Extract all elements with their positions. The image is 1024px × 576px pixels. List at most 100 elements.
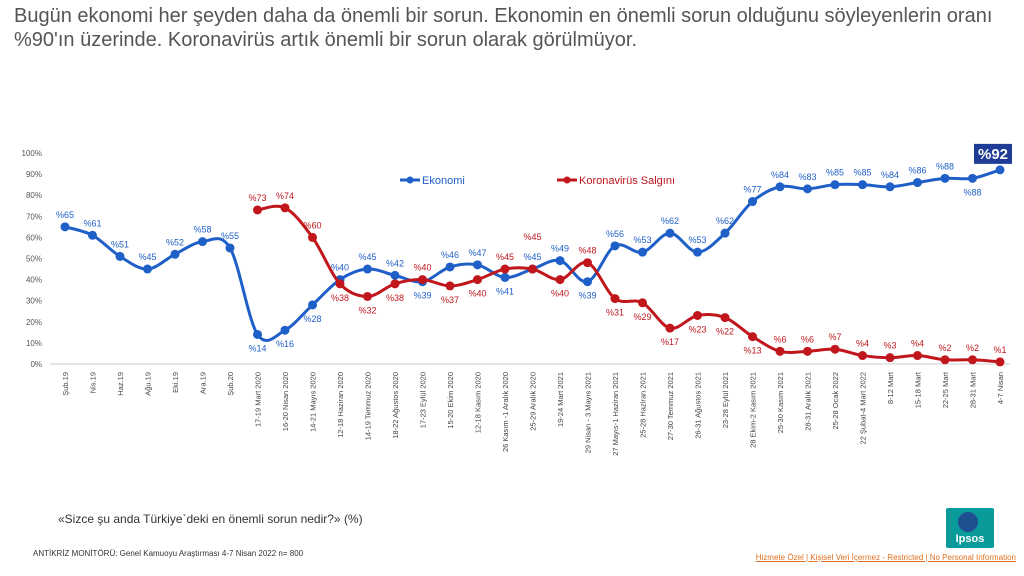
data-label: %45 xyxy=(523,232,541,242)
data-label: %6 xyxy=(801,334,814,344)
data-point xyxy=(693,247,702,257)
x-tick-label: Ağu.19 xyxy=(144,372,153,396)
data-label: %45 xyxy=(138,252,156,262)
data-point xyxy=(473,260,482,270)
y-tick-label: 80% xyxy=(26,191,42,200)
data-point xyxy=(308,300,317,310)
data-point xyxy=(363,264,372,274)
x-tick-label: 18-22 Ağustos 2020 xyxy=(391,372,400,439)
data-point xyxy=(913,351,922,361)
data-point xyxy=(335,279,345,289)
data-label: %7 xyxy=(828,332,841,342)
x-tick-label: 28 Ekim-2 Kasım 2021 xyxy=(749,372,758,448)
data-label: %40 xyxy=(413,263,431,273)
legend-label: Koronavirüs Salgını xyxy=(579,175,675,187)
data-label: %73 xyxy=(248,193,266,203)
data-label: %4 xyxy=(856,339,869,349)
data-label: %31 xyxy=(606,308,624,318)
data-label: %40 xyxy=(468,289,486,299)
y-tick-label: 50% xyxy=(26,255,42,264)
data-point xyxy=(748,332,757,342)
data-label: %1 xyxy=(993,345,1006,355)
survey-question: «Sizce şu anda Türkiye`deki en önemli so… xyxy=(58,512,363,526)
data-point xyxy=(830,180,840,190)
x-tick-label: 4-7 Nisan xyxy=(996,372,1005,404)
x-tick-label: 14-21 Mayıs 2020 xyxy=(309,372,318,432)
data-label: %88 xyxy=(963,187,981,197)
data-point xyxy=(803,346,812,356)
data-point xyxy=(583,258,592,268)
data-point xyxy=(803,184,812,194)
data-point xyxy=(308,232,317,242)
data-point xyxy=(198,237,207,247)
data-point xyxy=(720,228,730,238)
data-label: %49 xyxy=(551,244,569,254)
data-label: %39 xyxy=(578,291,596,301)
classification-link[interactable]: Hizmete Özel | Kişisel Veri İçermez - Re… xyxy=(755,553,1016,562)
data-point xyxy=(143,264,152,274)
source-note: ANTİKRİZ MONİTÖRÜ: Genel Kamuoyu Araştır… xyxy=(33,549,304,558)
x-tick-label: 28-31 Aralık 2021 xyxy=(804,372,813,431)
x-tick-label: 17-23 Eylül 2020 xyxy=(419,372,428,428)
x-tick-label: 29 Nisan - 3 Mayıs 2021 xyxy=(584,372,593,453)
x-tick-label: 19-24 Mart 2021 xyxy=(556,372,565,427)
x-tick-label: 25-28 Ocak 2022 xyxy=(831,372,840,430)
data-label: %84 xyxy=(881,170,899,180)
data-point xyxy=(363,291,372,301)
y-tick-label: 30% xyxy=(26,297,42,306)
x-tick-label: 26 Kasım -1 Aralık 2020 xyxy=(501,372,510,452)
data-label: %46 xyxy=(441,250,459,260)
data-label: %83 xyxy=(798,172,816,182)
ipsos-logo: Ipsos xyxy=(946,508,994,548)
data-label: %41 xyxy=(496,286,514,296)
data-label: %47 xyxy=(468,248,486,258)
data-label: %39 xyxy=(413,291,431,301)
legend-label: Ekonomi xyxy=(422,175,465,187)
data-point xyxy=(995,357,1005,367)
data-label: %40 xyxy=(551,289,569,299)
data-label: %60 xyxy=(303,220,321,230)
data-label: %88 xyxy=(936,161,954,171)
data-label: %61 xyxy=(83,218,101,228)
x-tick-label: 15-18 Mart xyxy=(914,371,923,408)
data-point xyxy=(693,310,702,320)
x-tick-label: 14-19 Temmuz 2020 xyxy=(364,372,373,440)
data-label: %40 xyxy=(331,263,349,273)
x-tick-label: 28-31 Mart xyxy=(969,371,978,408)
data-label: %4 xyxy=(911,339,924,349)
x-tick-label: Şub.20 xyxy=(226,372,235,396)
x-tick-label: 22-25 Mart xyxy=(941,371,950,408)
data-label: %62 xyxy=(716,216,734,226)
legend-marker xyxy=(563,176,571,184)
data-point xyxy=(830,344,840,354)
x-tick-label: 25-30 Kasım 2021 xyxy=(776,372,785,433)
line-chart: 0% 10% 20% 30% 40% 50% 60% 70% 80% 90% 100% Şub.19 N… xyxy=(22,143,1012,456)
data-point xyxy=(665,323,675,333)
data-point xyxy=(940,173,950,183)
data-point xyxy=(610,241,620,251)
x-tick-label: Haz.19 xyxy=(116,372,125,396)
x-tick-label: Nis.19 xyxy=(89,372,98,393)
legend-marker xyxy=(406,176,414,184)
data-label: %17 xyxy=(661,337,679,347)
x-tick-label: 15-20 Ekim 2020 xyxy=(446,372,455,429)
data-point xyxy=(555,256,565,266)
y-tick-label: 0% xyxy=(30,360,42,369)
data-label: %92 xyxy=(978,146,1008,163)
y-tick-label: 40% xyxy=(26,276,42,285)
data-point xyxy=(418,275,427,285)
series-line-koronavirus xyxy=(257,204,1001,364)
data-label: %55 xyxy=(221,231,239,241)
data-point xyxy=(638,247,647,257)
data-point xyxy=(555,275,565,285)
data-label: %65 xyxy=(56,210,74,220)
data-point xyxy=(390,279,400,289)
data-point xyxy=(968,173,977,183)
x-tick-label: 27-30 Temmuz 2021 xyxy=(666,372,675,440)
data-label: %51 xyxy=(111,239,129,249)
y-tick-label: 60% xyxy=(26,233,42,242)
data-point xyxy=(748,197,757,207)
data-label: %77 xyxy=(743,185,761,195)
data-point xyxy=(500,272,510,282)
data-label: %53 xyxy=(688,235,706,245)
